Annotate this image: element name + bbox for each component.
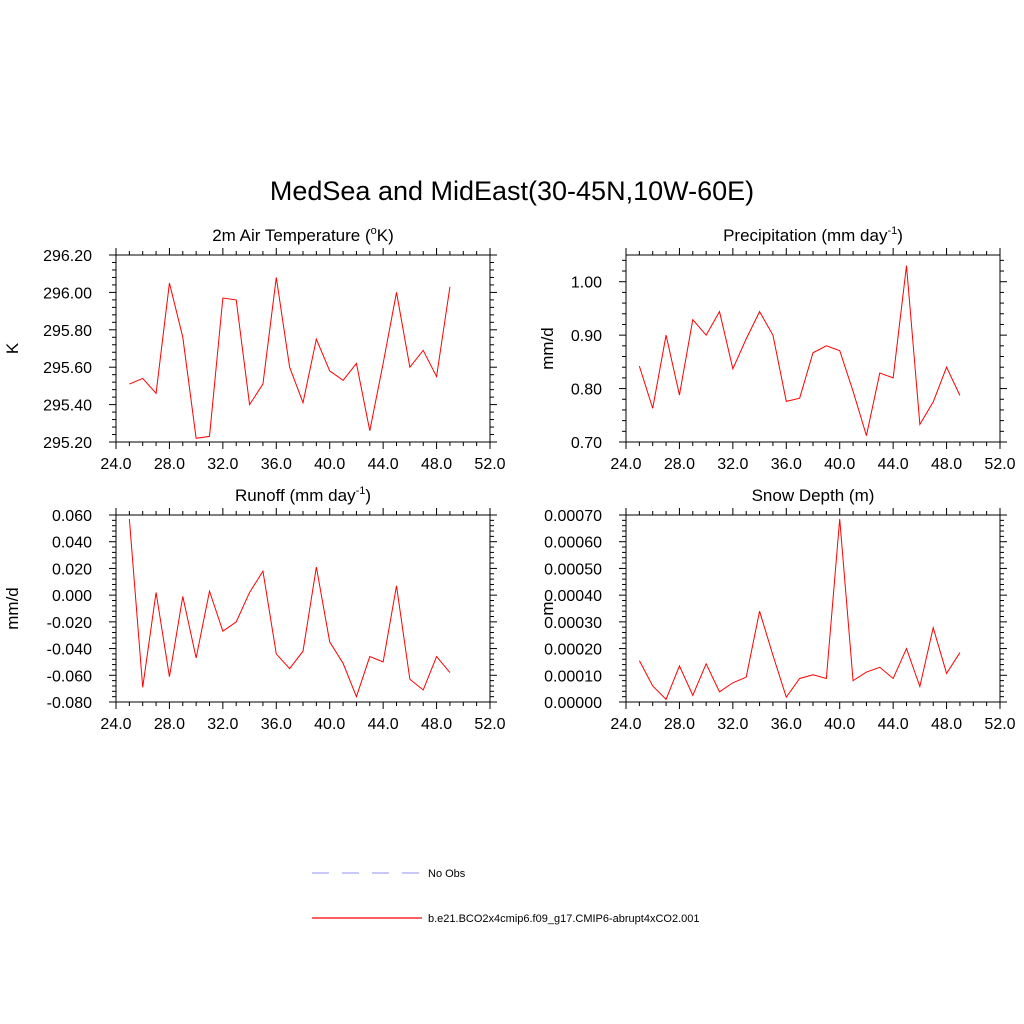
x-tick-label: 44.0 [368, 456, 399, 473]
y-tick-label: -0.080 [47, 695, 92, 712]
panel-title-superscript: -1 [356, 485, 366, 497]
x-tick-label: 32.0 [207, 456, 238, 473]
x-tick-label: 52.0 [474, 456, 505, 473]
x-tick-label: 24.0 [100, 456, 131, 473]
panel-title: Snow Depth (m) [752, 486, 875, 505]
panel-title: Precipitation (mm day-1) [723, 225, 903, 245]
y-tick-label: -0.040 [47, 642, 92, 659]
panel-air-temperature: 24.0 28.0 32.0 36.0 40.0 44.0 48.0 52.0 295.20 29… [3, 225, 506, 473]
y-tick-label: 295.20 [43, 435, 92, 452]
series-line [129, 277, 451, 439]
y-tick-label: 1.00 [571, 275, 602, 292]
plot-frame [115, 514, 491, 703]
panel-title-tail: ) [365, 486, 371, 505]
legend-obs-label: No Obs [428, 868, 466, 880]
x-tick-label: 28.0 [664, 716, 695, 733]
x-tick-label: 32.0 [207, 716, 238, 733]
panel-snow-depth: 24.0 28.0 32.0 36.0 40.0 44.0 48.0 52.0 0.00000 0… [538, 486, 1016, 733]
x-tick-label: 40.0 [824, 456, 855, 473]
y-tick-label: 296.00 [43, 285, 92, 302]
y-tick-label: 295.80 [43, 323, 92, 340]
y-tick-label: 0.020 [52, 561, 92, 578]
x-tick-label: 52.0 [984, 716, 1015, 733]
plot-frame [625, 514, 1001, 703]
panel-title-main: Precipitation (mm day [723, 226, 888, 245]
y-tick-label: 0.00020 [544, 642, 602, 659]
panel-title-main: Snow Depth (m) [752, 486, 875, 505]
y-tick-label: 296.20 [43, 248, 92, 265]
y-tick-label: 0.00050 [544, 561, 602, 578]
x-tick-label: 24.0 [610, 716, 641, 733]
panel-title-superscript: -1 [887, 225, 897, 237]
plot-frame [625, 254, 1001, 443]
x-tick-label: 36.0 [771, 456, 802, 473]
y-tick-label: 0.80 [571, 382, 602, 399]
y-tick-label: 0.040 [52, 535, 92, 552]
y-tick-label: 0.00000 [544, 695, 602, 712]
x-tick-label: 48.0 [931, 456, 962, 473]
panel-title-main: 2m Air Temperature ( [212, 226, 371, 245]
x-tick-label: 48.0 [421, 716, 452, 733]
panel-title-tail: K) [377, 226, 394, 245]
panel-title-superscript: o [371, 225, 377, 237]
y-tick-label: 295.60 [43, 360, 92, 377]
x-tick-label: 28.0 [664, 456, 695, 473]
legend-model-label: b.e21.BCO2x4cmip6.f09_g17.CMIP6-abrupt4x… [428, 913, 700, 925]
x-tick-label: 48.0 [421, 456, 452, 473]
y-tick-label: 0.00030 [544, 615, 602, 632]
x-tick-label: 36.0 [261, 716, 292, 733]
x-tick-label: 40.0 [824, 716, 855, 733]
legend: No Obs b.e21.BCO2x4cmip6.f09_g17.CMIP6-a… [312, 868, 700, 925]
x-tick-label: 28.0 [154, 456, 185, 473]
y-tick-label: 295.40 [43, 398, 92, 415]
series-line [128, 518, 451, 699]
plot-frame [115, 254, 491, 443]
y-tick-label: 0.060 [52, 508, 92, 525]
x-tick-label: 24.0 [100, 716, 131, 733]
x-tick-label: 24.0 [610, 456, 641, 473]
x-tick-label: 32.0 [717, 716, 748, 733]
x-tick-label: 44.0 [368, 716, 399, 733]
y-tick-label: -0.060 [47, 668, 92, 685]
panel-title: Runoff (mm day-1) [235, 485, 371, 505]
series-line [638, 518, 961, 701]
x-tick-label: 28.0 [154, 716, 185, 733]
x-tick-label: 36.0 [261, 456, 292, 473]
x-tick-label: 52.0 [984, 456, 1015, 473]
x-tick-label: 52.0 [474, 716, 505, 733]
y-tick-label: -0.020 [47, 615, 92, 632]
x-tick-label: 44.0 [878, 456, 909, 473]
page-title: MedSea and MidEast(30-45N,10W-60E) [270, 176, 754, 206]
x-tick-label: 32.0 [717, 456, 748, 473]
y-tick-label: 0.00070 [544, 508, 602, 525]
y-axis-label: m [538, 601, 557, 615]
x-tick-label: 40.0 [314, 716, 345, 733]
y-axis-label: mm/d [3, 587, 22, 630]
x-tick-label: 44.0 [878, 716, 909, 733]
panel-title-main: Runoff (mm day [235, 486, 356, 505]
y-axis-label: mm/d [538, 327, 557, 370]
y-tick-label: 0.00060 [544, 535, 602, 552]
panel-runoff: 24.0 28.0 32.0 36.0 40.0 44.0 48.0 52.0 -0.080 -0… [3, 485, 506, 733]
panel-title: 2m Air Temperature (oK) [212, 225, 394, 245]
y-tick-label: 0.00010 [544, 668, 602, 685]
y-tick-label: 0.90 [571, 328, 602, 345]
y-tick-label: 0.000 [52, 588, 92, 605]
panel-title-tail: ) [897, 226, 903, 245]
x-tick-label: 40.0 [314, 456, 345, 473]
y-tick-label: 0.00040 [544, 588, 602, 605]
x-tick-label: 48.0 [931, 716, 962, 733]
y-tick-label: 0.70 [571, 435, 602, 452]
x-tick-label: 36.0 [771, 716, 802, 733]
panel-precipitation: 24.0 28.0 32.0 36.0 40.0 44.0 48.0 52.0 0.70 0.80… [538, 225, 1016, 473]
y-axis-label: K [3, 342, 22, 354]
series-line [638, 265, 961, 436]
